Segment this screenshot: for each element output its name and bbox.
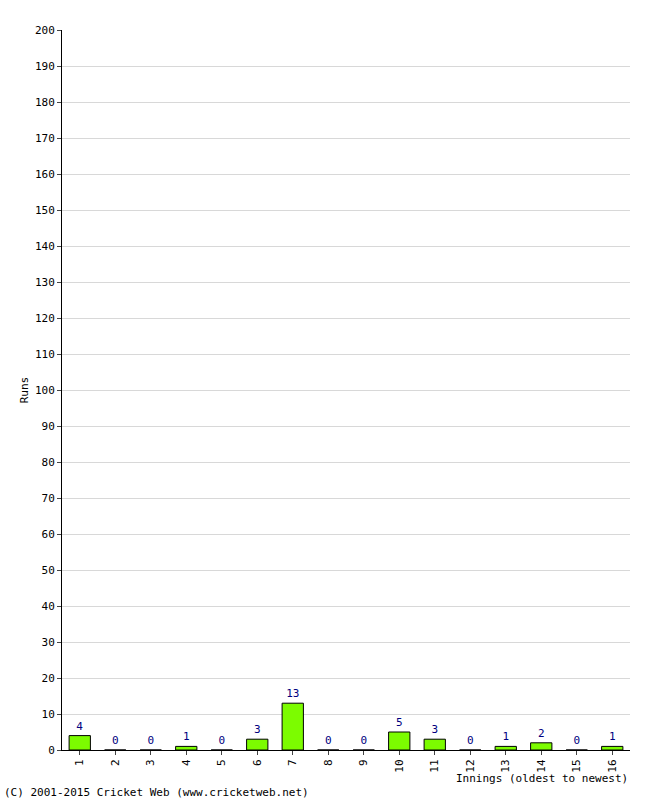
- svg-text:1: 1: [609, 730, 616, 743]
- svg-text:6: 6: [251, 759, 264, 766]
- svg-text:0: 0: [147, 734, 154, 747]
- svg-text:4: 4: [180, 759, 193, 766]
- svg-text:10: 10: [42, 708, 55, 721]
- svg-text:13: 13: [499, 759, 512, 772]
- svg-text:0: 0: [112, 734, 119, 747]
- svg-text:5: 5: [396, 716, 403, 729]
- svg-text:110: 110: [35, 348, 55, 361]
- svg-text:190: 190: [35, 60, 55, 73]
- svg-text:2: 2: [109, 759, 122, 766]
- svg-text:90: 90: [42, 420, 55, 433]
- svg-text:Innings (oldest to newest): Innings (oldest to newest): [456, 772, 628, 785]
- svg-text:50: 50: [42, 564, 55, 577]
- svg-text:20: 20: [42, 672, 55, 685]
- svg-text:5: 5: [215, 759, 228, 766]
- svg-text:3: 3: [254, 723, 261, 736]
- svg-text:150: 150: [35, 204, 55, 217]
- svg-text:9: 9: [357, 759, 370, 766]
- svg-text:130: 130: [35, 276, 55, 289]
- svg-text:8: 8: [322, 759, 335, 766]
- svg-text:15: 15: [570, 759, 583, 772]
- svg-text:4: 4: [76, 720, 83, 733]
- svg-text:1: 1: [183, 730, 190, 743]
- svg-text:60: 60: [42, 528, 55, 541]
- svg-text:1: 1: [73, 759, 86, 766]
- svg-text:180: 180: [35, 96, 55, 109]
- svg-text:40: 40: [42, 600, 55, 613]
- svg-text:120: 120: [35, 312, 55, 325]
- svg-text:80: 80: [42, 456, 55, 469]
- svg-text:30: 30: [42, 636, 55, 649]
- svg-text:3: 3: [431, 723, 438, 736]
- svg-text:16: 16: [606, 759, 619, 772]
- svg-text:13: 13: [286, 687, 299, 700]
- svg-text:0: 0: [325, 734, 332, 747]
- svg-text:3: 3: [144, 759, 157, 766]
- svg-text:100: 100: [35, 384, 55, 397]
- svg-text:0: 0: [467, 734, 474, 747]
- svg-text:170: 170: [35, 132, 55, 145]
- svg-text:70: 70: [42, 492, 55, 505]
- svg-text:160: 160: [35, 168, 55, 181]
- svg-text:14: 14: [535, 759, 548, 773]
- svg-text:(C) 2001-2015 Cricket Web (www: (C) 2001-2015 Cricket Web (www.cricketwe…: [4, 786, 309, 799]
- svg-text:0: 0: [573, 734, 580, 747]
- svg-text:Runs: Runs: [18, 377, 31, 404]
- svg-text:0: 0: [218, 734, 225, 747]
- svg-text:11: 11: [428, 759, 441, 772]
- svg-text:140: 140: [35, 240, 55, 253]
- svg-text:10: 10: [393, 759, 406, 772]
- svg-text:2: 2: [538, 727, 545, 740]
- svg-text:0: 0: [360, 734, 367, 747]
- svg-text:7: 7: [286, 759, 299, 766]
- svg-text:200: 200: [35, 24, 55, 37]
- svg-text:0: 0: [48, 744, 55, 757]
- svg-text:12: 12: [464, 759, 477, 772]
- svg-text:1: 1: [502, 730, 509, 743]
